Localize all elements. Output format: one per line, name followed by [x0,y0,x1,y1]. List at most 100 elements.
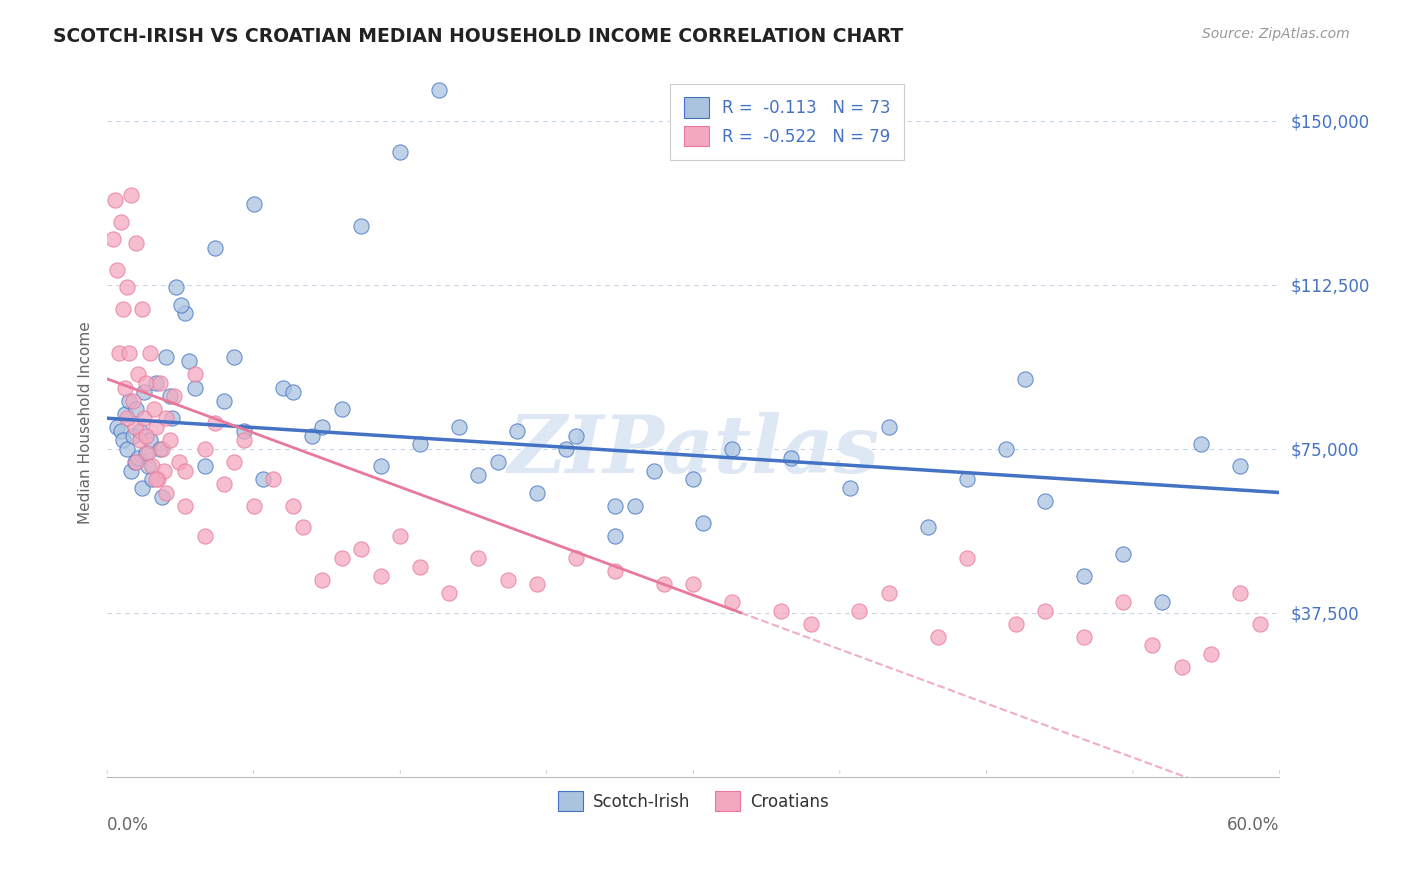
Point [467,551,489,566]
Point [232,433,254,447]
Point [170,297,193,311]
Point [184,381,207,395]
Point [149,376,172,391]
Point [506,425,529,439]
Point [1142,639,1164,653]
Point [1249,616,1271,631]
Point [135,376,157,391]
Point [927,630,949,644]
Point [141,459,163,474]
Point [135,428,157,442]
Point [143,402,166,417]
Point [149,442,172,456]
Point [1189,437,1212,451]
Point [159,433,181,447]
Point [165,280,187,294]
Point [150,442,173,456]
Point [1014,372,1036,386]
Point [204,241,226,255]
Point [838,481,860,495]
Point [135,446,157,460]
Point [159,389,181,403]
Point [136,459,159,474]
Point [118,345,141,359]
Point [389,529,412,543]
Point [120,464,142,478]
Point [467,468,489,483]
Point [174,306,197,320]
Point [204,416,226,430]
Point [129,433,152,447]
Point [496,573,519,587]
Point [447,420,470,434]
Point [124,420,146,434]
Point [330,551,353,566]
Point [131,481,153,495]
Text: 0.0%: 0.0% [107,815,149,833]
Point [141,472,163,486]
Point [129,425,152,439]
Point [311,573,333,587]
Point [242,499,264,513]
Point [105,420,128,434]
Point [214,476,236,491]
Point [643,464,665,478]
Point [389,145,412,159]
Point [281,499,304,513]
Point [565,428,588,442]
Point [623,499,645,513]
Point [101,232,124,246]
Point [1112,595,1135,609]
Point [1033,603,1056,617]
Point [721,442,744,456]
Y-axis label: Median Household Income: Median Household Income [79,321,93,524]
Point [262,472,284,486]
Point [437,586,460,600]
Text: Source: ZipAtlas.com: Source: ZipAtlas.com [1202,27,1350,41]
Point [111,301,134,316]
Point [105,262,128,277]
Point [291,520,314,534]
Point [370,568,392,582]
Point [179,354,201,368]
Point [155,350,177,364]
Point [605,499,627,513]
Point [1199,647,1222,661]
Point [565,551,588,566]
Text: ZIPatlas: ZIPatlas [508,412,879,490]
Point [350,542,373,557]
Point [224,350,246,364]
Point [169,455,191,469]
Point [145,376,167,391]
Point [214,393,236,408]
Point [330,402,353,417]
Point [370,459,392,474]
Point [799,616,821,631]
Point [121,428,143,442]
Point [1229,586,1251,600]
Point [1004,616,1026,631]
Point [174,499,197,513]
Point [114,381,136,395]
Point [114,407,136,421]
Point [160,411,183,425]
Point [994,442,1017,456]
Point [409,559,432,574]
Point [153,464,176,478]
Point [877,420,900,434]
Point [125,455,148,469]
Point [139,345,162,359]
Point [848,603,870,617]
Point [125,236,148,251]
Point [311,420,333,434]
Point [486,455,509,469]
Point [184,368,207,382]
Point [174,464,197,478]
Point [877,586,900,600]
Point [1152,595,1174,609]
Point [1170,660,1192,674]
Point [150,490,173,504]
Point [301,428,323,442]
Point [121,393,143,408]
Point [131,301,153,316]
